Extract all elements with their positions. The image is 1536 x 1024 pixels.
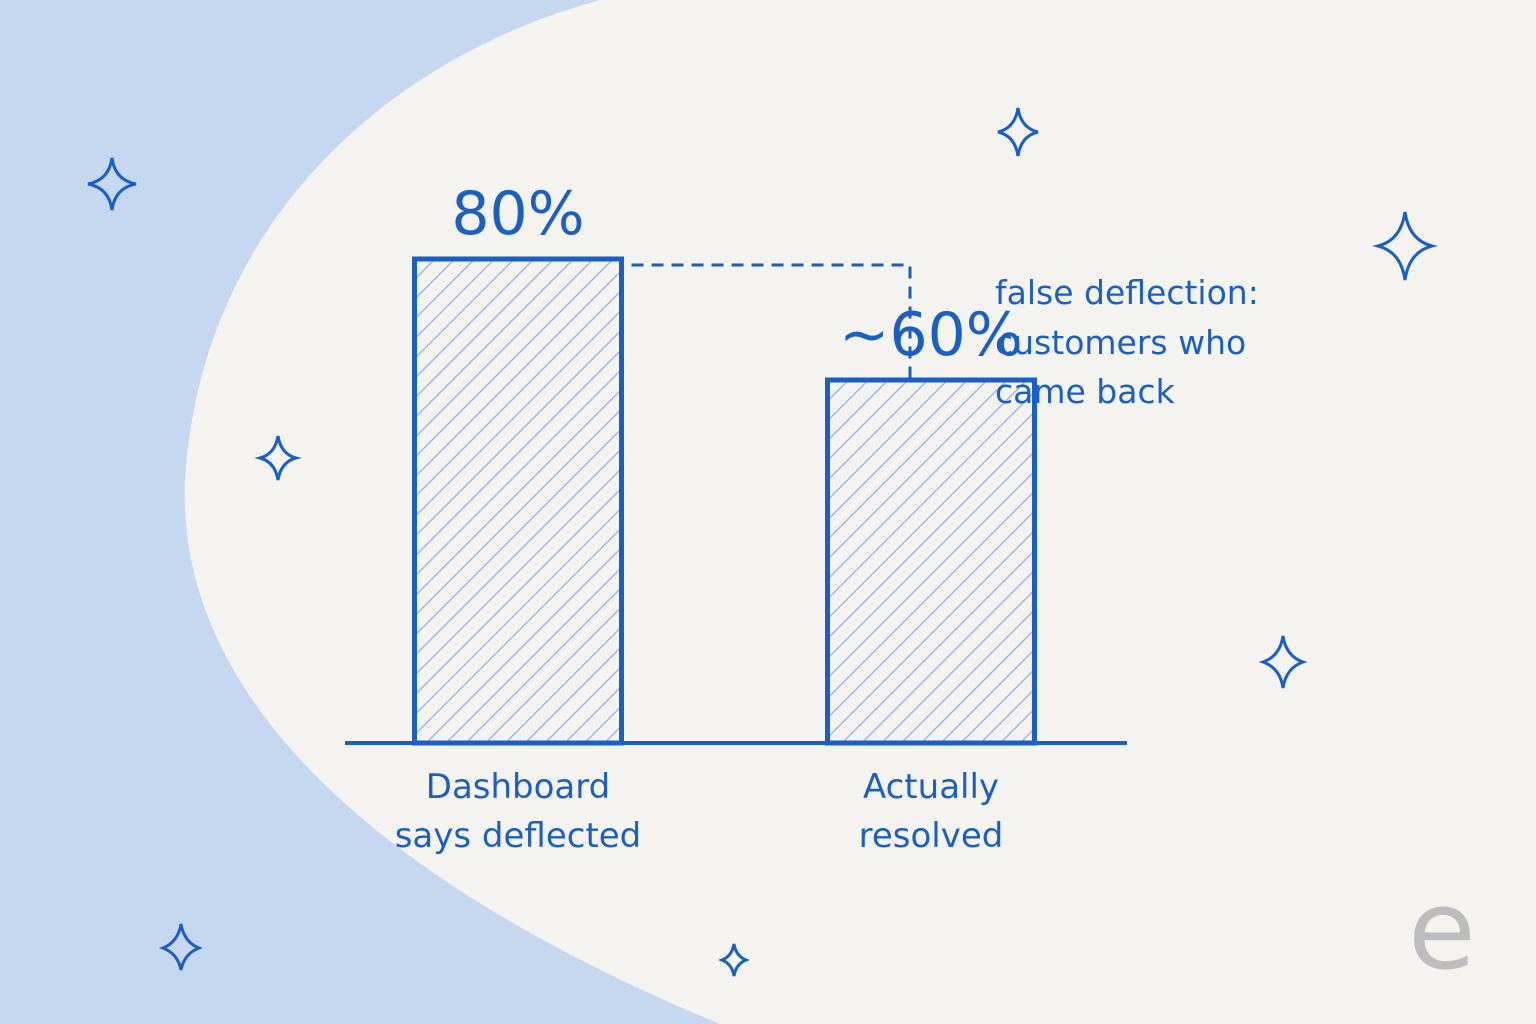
bar: [412, 256, 624, 746]
stars: [87, 107, 1438, 977]
x-tick-label: Actually resolved: [858, 767, 1004, 857]
logo: e: [1408, 866, 1476, 994]
value-label: 80%: [451, 179, 585, 249]
background-swoosh: [0, 0, 720, 1024]
x-tick-label: Dashboard says deflected: [394, 767, 642, 857]
bar: [825, 377, 1037, 746]
value-label: ~60%: [839, 300, 1023, 370]
annotation: false deflection: customers who came bac…: [995, 273, 1259, 411]
